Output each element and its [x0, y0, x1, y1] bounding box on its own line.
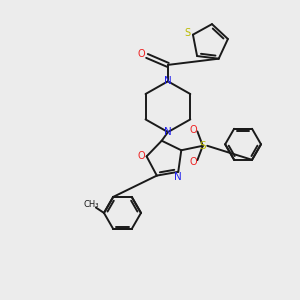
Text: CH₃: CH₃ [84, 200, 99, 209]
Text: O: O [189, 125, 197, 135]
Text: N: N [164, 76, 172, 86]
Text: O: O [189, 157, 197, 166]
Text: S: S [200, 141, 206, 151]
Text: O: O [137, 50, 145, 59]
Text: N: N [174, 172, 182, 182]
Text: O: O [137, 152, 145, 161]
Text: S: S [185, 28, 191, 38]
Text: N: N [164, 127, 172, 137]
